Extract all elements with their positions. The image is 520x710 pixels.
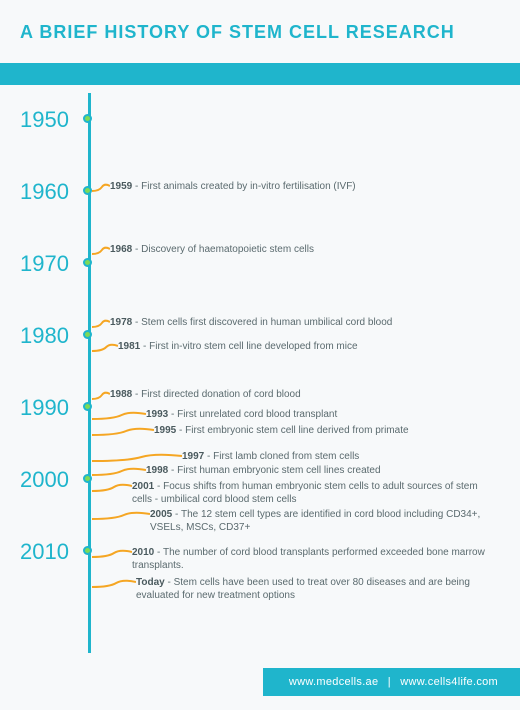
event-text: 2001 - Focus shifts from human embryonic…: [132, 481, 492, 506]
timeline-event: 1959 - First animals created by in-vitro…: [92, 181, 506, 194]
page-title: A BRIEF HISTORY OF STEM CELL RESEARCH: [20, 22, 500, 43]
event-tick-icon: [92, 244, 110, 256]
timeline-event: 1978 - Stem cells first discovered in hu…: [92, 317, 506, 330]
event-text: 1981 - First in-vitro stem cell line dev…: [118, 341, 358, 354]
decade-dot: [83, 186, 92, 195]
decade-marker: 1990: [0, 395, 88, 421]
event-tick-icon: [92, 425, 154, 437]
decade-dot: [83, 402, 92, 411]
event-tick-icon: [92, 409, 146, 421]
event-text: 2010 - The number of cord blood transpla…: [132, 547, 492, 572]
decade-label: 2000: [20, 467, 69, 493]
timeline-event: 1995 - First embryonic stem cell line de…: [92, 425, 506, 438]
event-year: 2001: [132, 481, 154, 492]
decade-dot: [83, 114, 92, 123]
event-year: 1959: [110, 181, 132, 192]
decade-dot: [83, 474, 92, 483]
event-year: 1995: [154, 425, 176, 436]
event-text: 1995 - First embryonic stem cell line de…: [154, 425, 409, 438]
timeline-axis: [88, 93, 91, 653]
event-year: 1968: [110, 244, 132, 255]
timeline-event: 2005 - The 12 stem cell types are identi…: [92, 509, 506, 534]
decade-marker: 1960: [0, 179, 88, 205]
event-text: 1978 - Stem cells first discovered in hu…: [110, 317, 392, 330]
event-year: 1998: [146, 465, 168, 476]
event-year: Today: [136, 577, 165, 588]
event-tick-icon: [92, 389, 110, 401]
event-text: 2005 - The 12 stem cell types are identi…: [150, 509, 492, 534]
decade-dot: [83, 258, 92, 267]
event-year: 1988: [110, 389, 132, 400]
decade-label: 1980: [20, 323, 69, 349]
event-text: 1959 - First animals created by in-vitro…: [110, 181, 356, 194]
event-tick-icon: [92, 451, 182, 463]
decade-dot: [83, 546, 92, 555]
timeline-event: 1988 - First directed donation of cord b…: [92, 389, 506, 402]
event-tick-icon: [92, 547, 132, 559]
decade-marker: 1950: [0, 107, 88, 133]
timeline-event: Today - Stem cells have been used to tre…: [92, 577, 506, 602]
timeline-event: 1993 - First unrelated cord blood transp…: [92, 409, 506, 422]
timeline-event: 1998 - First human embryonic stem cell l…: [92, 465, 506, 478]
footer-link-right[interactable]: www.cells4life.com: [400, 676, 498, 688]
timeline-event: 1997 - First lamb cloned from stem cells: [92, 451, 506, 464]
event-tick-icon: [92, 465, 146, 477]
footer-link-left[interactable]: www.medcells.ae: [289, 676, 378, 688]
banner-stripe: [0, 63, 520, 85]
event-tick-icon: [92, 481, 132, 493]
decade-marker: 1980: [0, 323, 88, 349]
event-year: 1993: [146, 409, 168, 420]
event-tick-icon: [92, 577, 136, 589]
event-tick-icon: [92, 317, 110, 329]
decade-dot: [83, 330, 92, 339]
footer-sep: |: [388, 676, 391, 688]
event-text: 1997 - First lamb cloned from stem cells: [182, 451, 359, 464]
decade-label: 2010: [20, 539, 69, 565]
event-tick-icon: [92, 341, 118, 353]
footer: www.medcells.ae | www.cells4life.com: [263, 668, 520, 696]
event-tick-icon: [92, 181, 110, 193]
event-year: 1978: [110, 317, 132, 328]
decade-label: 1970: [20, 251, 69, 277]
timeline-event: 1981 - First in-vitro stem cell line dev…: [92, 341, 506, 354]
event-text: Today - Stem cells have been used to tre…: [136, 577, 492, 602]
timeline-event: 2001 - Focus shifts from human embryonic…: [92, 481, 506, 506]
event-year: 2005: [150, 509, 172, 520]
timeline-event: 2010 - The number of cord blood transpla…: [92, 547, 506, 572]
event-year: 1997: [182, 451, 204, 462]
event-text: 1998 - First human embryonic stem cell l…: [146, 465, 381, 478]
decade-label: 1960: [20, 179, 69, 205]
timeline-event: 1968 - Discovery of haematopoietic stem …: [92, 244, 506, 257]
timeline: 1950 1960 1970 1980 1990 2000 2010 1959 - Firs…: [0, 93, 520, 653]
header: A BRIEF HISTORY OF STEM CELL RESEARCH: [0, 0, 520, 63]
event-text: 1968 - Discovery of haematopoietic stem …: [110, 244, 314, 257]
event-year: 1981: [118, 341, 140, 352]
event-year: 2010: [132, 547, 154, 558]
event-text: 1993 - First unrelated cord blood transp…: [146, 409, 337, 422]
event-text: 1988 - First directed donation of cord b…: [110, 389, 301, 402]
decade-label: 1990: [20, 395, 69, 421]
decade-marker: 1970: [0, 251, 88, 277]
decade-marker: 2000: [0, 467, 88, 493]
decade-label: 1950: [20, 107, 69, 133]
decade-marker: 2010: [0, 539, 88, 565]
event-tick-icon: [92, 509, 150, 521]
